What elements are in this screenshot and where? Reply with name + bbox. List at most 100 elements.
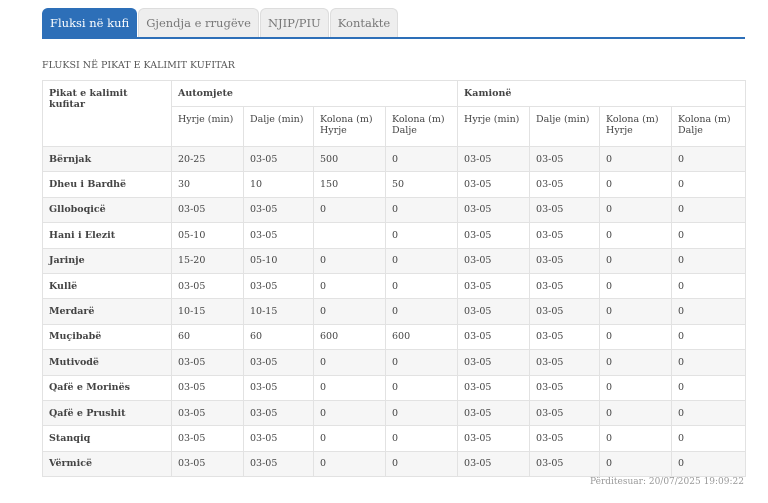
table-cell: 0 (599, 196, 673, 224)
table-cell: 03-05 (529, 374, 601, 401)
column-header: Dalje (min) (243, 106, 314, 147)
table-cell: 0 (313, 247, 386, 274)
table-cell: 0 (313, 425, 386, 452)
table-cell: 03-05 (171, 349, 244, 376)
tab[interactable]: NJIP/PIU (259, 8, 329, 37)
table-cell: 0 (599, 247, 673, 274)
table-cell: 03-05 (457, 349, 531, 376)
table-cell: 03-05 (243, 222, 314, 249)
section-title: FLUKSI NË PIKAT E KALIMIT KUFITAR (42, 60, 235, 71)
tab[interactable]: Kontakte (329, 8, 399, 37)
border-flow-table: Pikat e kalimit kufitar Automjete Kamionë H… (42, 80, 747, 478)
table-row: Jarinje 15-20 05-10 0 0 03-05 03-05 0 0 (42, 247, 747, 274)
table-cell: 03-05 (243, 425, 314, 452)
table-cell: 10-15 (243, 298, 314, 325)
table-cell: 0 (671, 450, 747, 478)
table-cell: 0 (313, 272, 386, 300)
table-cell: 0 (313, 298, 386, 325)
tab[interactable]: Gjendja e rrugëve (138, 8, 259, 37)
table-row: Stanqiq 03-05 03-05 0 0 03-05 03-05 0 0 (42, 425, 747, 452)
table-cell: 10 (243, 171, 314, 198)
crossing-name: Dheu i Bardhë (42, 171, 172, 198)
table-cell: 03-05 (529, 298, 601, 325)
table-cell: 0 (599, 323, 673, 351)
table-cell: 03-05 (457, 323, 531, 351)
table-cell: 03-05 (171, 196, 244, 224)
header-cell: Pikat e kalimit kufitar (42, 80, 172, 147)
table-cell: 03-05 (529, 196, 601, 224)
tab-bar: Fluksi në kufi Gjendja e rrugëve NJIP/PIU K… (42, 7, 745, 39)
table-row: Mutivodë 03-05 03-05 0 0 03-05 03-05 0 0 (42, 349, 747, 376)
table-cell: 03-05 (243, 272, 314, 300)
table-cell: 0 (671, 374, 747, 401)
table-cell: 0 (384, 196, 459, 224)
table-cell: 0 (313, 349, 386, 376)
tab[interactable]: Fluksi në kufi (42, 8, 138, 37)
column-header: Kolona (m) Hyrje (599, 106, 673, 147)
table-cell: 03-05 (457, 145, 531, 173)
column-header: Kolona (m) Dalje (384, 106, 459, 147)
table-cell: 03-05 (457, 247, 531, 274)
crossing-name: Vërmicë (42, 450, 172, 478)
table-cell: 03-05 (171, 374, 244, 401)
table-cell: 0 (671, 196, 747, 224)
crossing-name: Qafë e Prushit (42, 399, 172, 427)
table-row: Muçibabë 60 60 600 600 03-05 03-05 0 0 (42, 323, 747, 351)
crossing-name: Stanqiq (42, 425, 172, 452)
table-cell: 0 (384, 145, 459, 173)
table-cell: 0 (384, 272, 459, 300)
table-cell: 03-05 (529, 145, 601, 173)
column-header: Hyrje (min) (171, 106, 244, 147)
table-cell: 0 (599, 425, 673, 452)
table-cell: 03-05 (243, 374, 314, 401)
table-cell: 0 (671, 399, 747, 427)
table-cell: 0 (599, 374, 673, 401)
table-cell: 05-10 (171, 222, 244, 249)
table-cell: 0 (599, 222, 673, 249)
table-cell: 03-05 (529, 323, 601, 351)
table-row: Bërnjak 20-25 03-05 500 0 03-05 03-05 0 0 (42, 145, 747, 173)
crossing-name: Kullë (42, 272, 172, 300)
table-cell: 03-05 (457, 196, 531, 224)
table-cell: 03-05 (457, 171, 531, 198)
crossing-name: Merdarë (42, 298, 172, 325)
table-cell: 0 (671, 171, 747, 198)
table-cell: 0 (599, 298, 673, 325)
table-cell: 0 (671, 272, 747, 300)
table-cell: 0 (599, 272, 673, 300)
table-cell: 0 (671, 222, 747, 249)
table-cell: 0 (313, 399, 386, 427)
column-header: Dalje (min) (529, 106, 601, 147)
table-cell: 0 (313, 196, 386, 224)
table-cell: 03-05 (457, 298, 531, 325)
table-cell: 20-25 (171, 145, 244, 173)
table-cell: 03-05 (529, 171, 601, 198)
table-cell: 60 (243, 323, 314, 351)
table-cell: 0 (384, 247, 459, 274)
table-cell: 03-05 (457, 399, 531, 427)
crossing-name: Qafë e Morinës (42, 374, 172, 401)
table-cell: 0 (671, 323, 747, 351)
table-cell: 03-05 (457, 425, 531, 452)
table-cell: 0 (599, 171, 673, 198)
table-cell: 0 (384, 425, 459, 452)
table-cell: 03-05 (171, 399, 244, 427)
updated-timestamp: Përditesuar: 20/07/2025 19:09:22 (590, 477, 744, 487)
table-cell: 0 (671, 145, 747, 173)
table-cell: 0 (313, 450, 386, 478)
table-cell (313, 222, 386, 249)
table-row: Dheu i Bardhë 30 10 150 50 03-05 03-05 0 0 (42, 171, 747, 198)
table-row: Qafë e Prushit 03-05 03-05 0 0 03-05 03-05 0 0 (42, 399, 747, 427)
crossing-name: Hani i Elezit (42, 222, 172, 249)
crossing-name: Jarinje (42, 247, 172, 274)
table-cell: 10-15 (171, 298, 244, 325)
table-cell: 500 (313, 145, 386, 173)
table-cell: 0 (671, 425, 747, 452)
column-header: Hyrje (min) (457, 106, 531, 147)
table-cell: 0 (599, 145, 673, 173)
table-cell: 0 (599, 349, 673, 376)
table-cell: 600 (313, 323, 386, 351)
table-cell: 0 (671, 247, 747, 274)
crossing-name: Mutivodë (42, 349, 172, 376)
table-cell: 0 (384, 374, 459, 401)
